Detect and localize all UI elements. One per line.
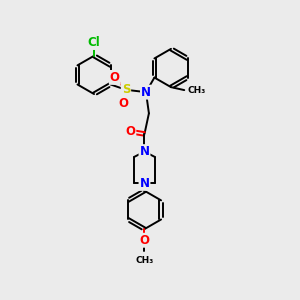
Text: N: N <box>140 177 149 190</box>
Text: O: O <box>125 125 135 138</box>
Text: O: O <box>110 71 120 84</box>
Text: S: S <box>122 83 130 96</box>
Text: O: O <box>118 98 129 110</box>
Text: N: N <box>140 145 149 158</box>
Text: O: O <box>140 234 149 247</box>
Text: Cl: Cl <box>88 36 100 49</box>
Text: CH₃: CH₃ <box>135 256 154 265</box>
Text: CH₃: CH₃ <box>188 85 206 94</box>
Text: N: N <box>141 85 151 99</box>
